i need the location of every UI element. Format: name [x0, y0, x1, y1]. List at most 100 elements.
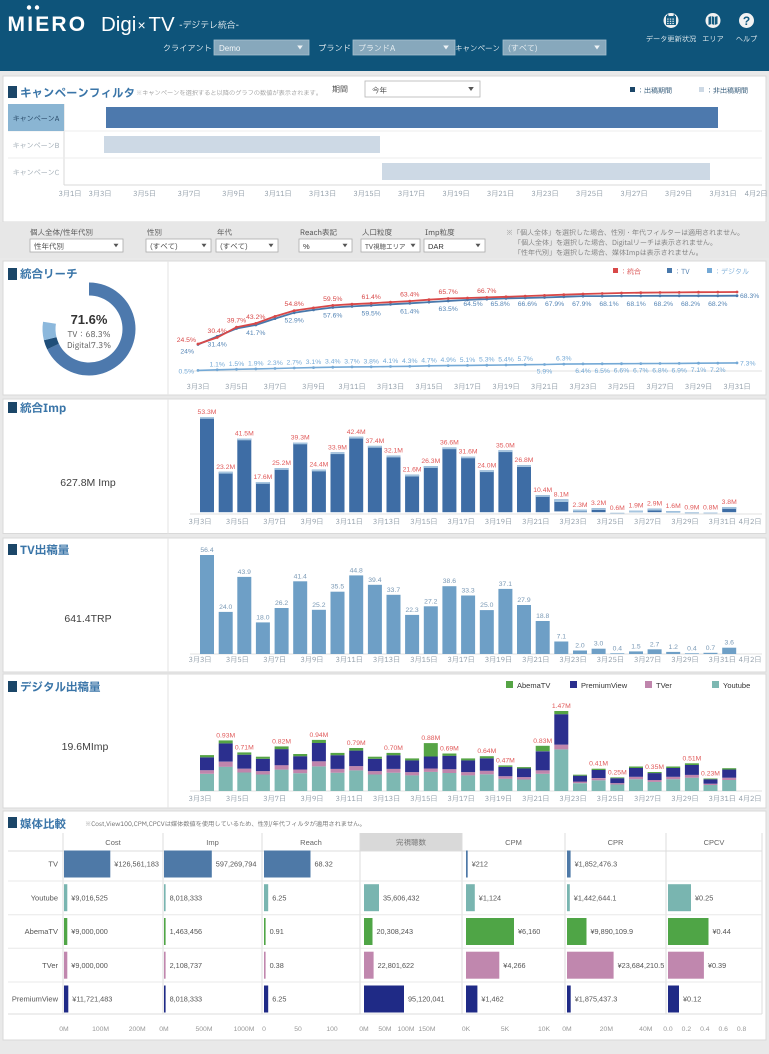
svg-text:7.1%: 7.1% [691, 367, 707, 374]
svg-text:68.2%: 68.2% [708, 301, 727, 308]
svg-text:21.6M: 21.6M [403, 467, 422, 474]
svg-text:32.1M: 32.1M [384, 448, 403, 455]
svg-text:3.7%: 3.7% [344, 358, 360, 365]
svg-text:AbemaTV: AbemaTV [517, 681, 550, 690]
svg-text:¥1,852,476.3: ¥1,852,476.3 [575, 860, 618, 869]
svg-text:0.8M: 0.8M [703, 505, 718, 512]
svg-text:0.0: 0.0 [663, 1026, 673, 1033]
svg-text:0.6: 0.6 [718, 1026, 728, 1033]
svg-text:0M: 0M [159, 1026, 169, 1033]
svg-text:57.6%: 57.6% [323, 313, 342, 320]
svg-text:PremiumView: PremiumView [581, 681, 628, 690]
svg-text:61.4%: 61.4% [362, 294, 381, 301]
svg-text:54.8%: 54.8% [285, 301, 304, 308]
svg-text:43.2%: 43.2% [246, 314, 265, 321]
svg-text:65.7%: 65.7% [439, 289, 458, 296]
svg-text:Cost: Cost [105, 838, 121, 847]
svg-text:3.6: 3.6 [724, 640, 734, 647]
svg-text:61.4%: 61.4% [400, 308, 419, 315]
svg-text:50: 50 [294, 1026, 302, 1033]
svg-text:24.5%: 24.5% [177, 337, 196, 344]
svg-text:71.6%: 71.6% [71, 312, 108, 327]
svg-text:6.3%: 6.3% [556, 356, 572, 363]
svg-text:22,801,622: 22,801,622 [378, 961, 415, 970]
svg-text:¥212: ¥212 [472, 860, 488, 869]
svg-text:Demo: Demo [219, 44, 241, 53]
svg-text:MIERO: MIERO [8, 13, 88, 36]
svg-text:24%: 24% [180, 349, 194, 356]
svg-text:Imp: Imp [206, 838, 219, 847]
svg-text:6.5%: 6.5% [594, 368, 610, 375]
svg-text:TV: TV [48, 860, 58, 869]
svg-text:5.9%: 5.9% [537, 369, 553, 376]
svg-text:0.82M: 0.82M [272, 738, 291, 745]
svg-text:100: 100 [326, 1026, 338, 1033]
svg-text:0.41M: 0.41M [589, 761, 608, 768]
svg-text:43.9: 43.9 [238, 569, 251, 576]
svg-text:200M: 200M [129, 1026, 146, 1033]
svg-text:25.2M: 25.2M [272, 460, 291, 467]
svg-text:66.7%: 66.7% [477, 288, 496, 295]
svg-text:2.7: 2.7 [650, 641, 660, 648]
svg-text:1.9%: 1.9% [248, 360, 264, 367]
svg-text:500M: 500M [195, 1026, 212, 1033]
svg-text:¥0.39: ¥0.39 [708, 961, 726, 970]
svg-text:0: 0 [262, 1026, 266, 1033]
svg-text:59.5%: 59.5% [323, 296, 342, 303]
svg-text:6.8%: 6.8% [652, 368, 668, 375]
svg-text:2.3%: 2.3% [267, 360, 283, 367]
svg-text:0.71M: 0.71M [235, 744, 254, 751]
svg-text:0.9M: 0.9M [684, 504, 699, 511]
svg-text:0M: 0M [59, 1026, 69, 1033]
svg-text:Reach: Reach [300, 838, 322, 847]
svg-text:Youtube: Youtube [31, 893, 58, 902]
svg-text:0.23M: 0.23M [701, 771, 720, 778]
svg-text:¥9,000,000: ¥9,000,000 [71, 961, 108, 970]
svg-text:30.4%: 30.4% [208, 328, 227, 335]
svg-text:0.70M: 0.70M [384, 745, 403, 752]
svg-text:23.2M: 23.2M [216, 464, 235, 471]
svg-text:63.4%: 63.4% [400, 292, 419, 299]
svg-text:0M: 0M [359, 1026, 369, 1033]
svg-text:6.6%: 6.6% [614, 368, 630, 375]
svg-text:TVer: TVer [656, 681, 672, 690]
svg-text:0M: 0M [562, 1026, 572, 1033]
svg-text:5.4%: 5.4% [498, 357, 514, 364]
svg-text:35,606,432: 35,606,432 [383, 893, 420, 902]
svg-text:4.1%: 4.1% [383, 358, 399, 365]
svg-text:0.38: 0.38 [270, 961, 284, 970]
svg-text:95,120,041: 95,120,041 [408, 995, 445, 1004]
svg-text:6.25: 6.25 [272, 995, 286, 1004]
svg-text:33.3: 33.3 [461, 588, 474, 595]
svg-text:39.4: 39.4 [368, 577, 381, 584]
svg-text:0.5%: 0.5% [179, 368, 195, 375]
svg-text:66.6%: 66.6% [518, 301, 537, 308]
svg-text:¥0.44: ¥0.44 [713, 927, 731, 936]
svg-text:27.2: 27.2 [424, 598, 437, 605]
svg-text:8,018,333: 8,018,333 [170, 995, 202, 1004]
svg-text:0.93M: 0.93M [216, 732, 235, 739]
svg-text:0.51M: 0.51M [682, 755, 701, 762]
svg-text:6.4%: 6.4% [575, 368, 591, 375]
svg-text:19.6MImp: 19.6MImp [62, 741, 109, 753]
svg-text:7.2%: 7.2% [710, 367, 726, 374]
svg-text:4.9%: 4.9% [440, 357, 456, 364]
svg-text:?: ? [743, 14, 750, 28]
svg-text:68.2%: 68.2% [654, 301, 673, 308]
svg-text:4.3%: 4.3% [402, 358, 418, 365]
svg-text:PremiumView: PremiumView [12, 995, 59, 1004]
svg-text:1.9M: 1.9M [628, 503, 643, 510]
svg-text:0.94M: 0.94M [309, 732, 328, 739]
svg-text:31.4%: 31.4% [208, 341, 227, 348]
svg-text:63.5%: 63.5% [439, 306, 458, 313]
svg-text:¥0.25: ¥0.25 [695, 893, 713, 902]
svg-text:CPM: CPM [505, 838, 522, 847]
svg-text:33.7: 33.7 [387, 587, 400, 594]
svg-text:6.25: 6.25 [272, 893, 286, 902]
svg-text:100M: 100M [397, 1026, 414, 1033]
svg-text:2.3M: 2.3M [572, 502, 587, 509]
svg-text:0K: 0K [462, 1026, 471, 1033]
svg-text:0.4: 0.4 [687, 645, 697, 652]
svg-text:641.4TRP: 641.4TRP [64, 613, 111, 625]
svg-text:CPR: CPR [608, 838, 624, 847]
